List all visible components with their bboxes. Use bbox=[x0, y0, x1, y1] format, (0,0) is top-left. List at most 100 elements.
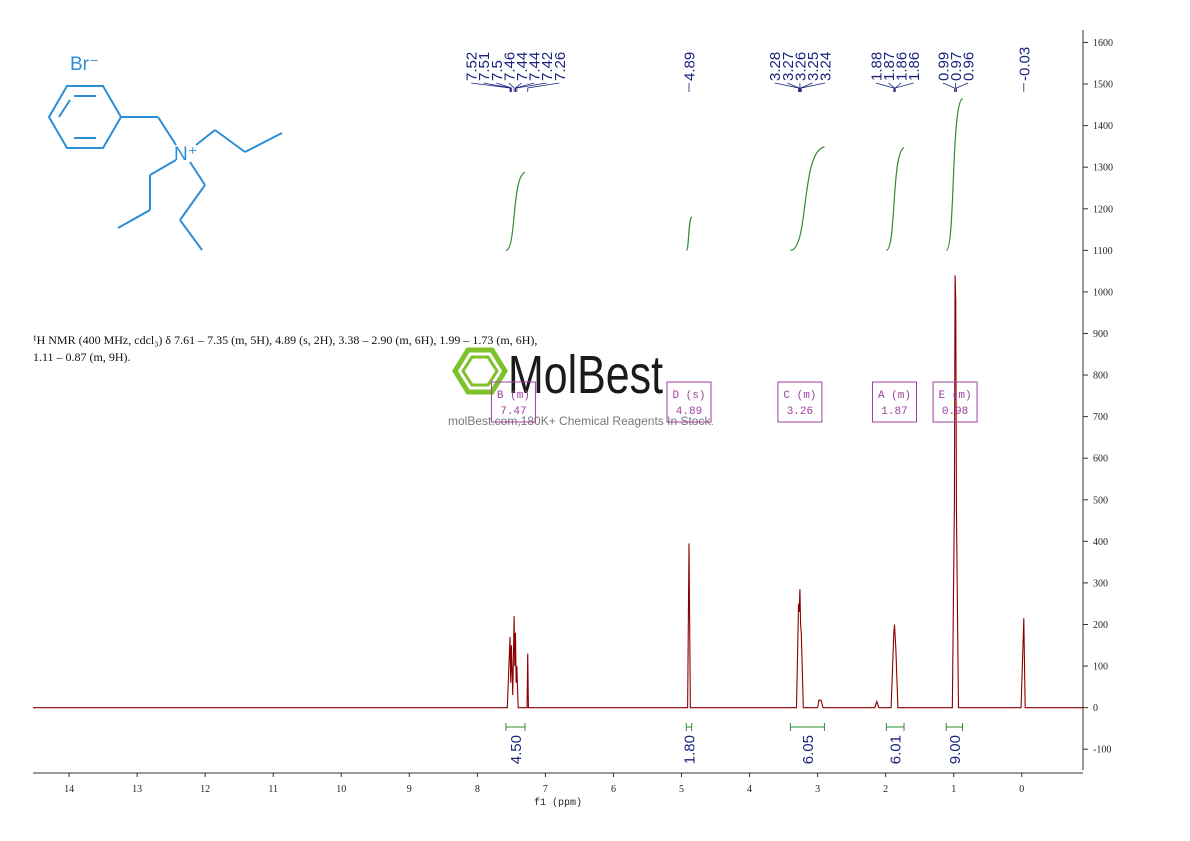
peak-connector bbox=[894, 82, 914, 92]
peak-connector bbox=[787, 82, 800, 92]
integral-label: 9.00 bbox=[947, 735, 964, 764]
bond bbox=[58, 99, 71, 118]
logo-hex-inner bbox=[461, 355, 499, 387]
peak-connector bbox=[942, 82, 955, 92]
spectrum-line bbox=[33, 275, 1083, 709]
x-tick-label: 2 bbox=[883, 784, 888, 795]
y-tick-label: 900 bbox=[1093, 329, 1108, 340]
peak-label: 7.42 bbox=[539, 52, 556, 81]
bond bbox=[189, 161, 206, 186]
y-tick-label: 1100 bbox=[1093, 246, 1113, 257]
integral-curve bbox=[885, 147, 905, 251]
x-tick-label: 12 bbox=[200, 784, 210, 795]
x-tick-label: 4 bbox=[747, 784, 752, 795]
x-tick-label: 11 bbox=[268, 784, 278, 795]
multiplet-box bbox=[777, 381, 823, 423]
peak-label: 7.46 bbox=[501, 52, 518, 81]
integral-label: 6.01 bbox=[888, 735, 905, 764]
integral-label: 6.05 bbox=[800, 735, 817, 764]
multiplet-shift: 1.87 bbox=[881, 406, 907, 418]
peak-connector bbox=[888, 82, 895, 92]
peak-label: 3.26 bbox=[792, 52, 809, 81]
y-tick-label: 400 bbox=[1093, 537, 1108, 548]
benzene-ring bbox=[47, 85, 123, 149]
peak-connector bbox=[956, 82, 969, 92]
y-tick-label: 1400 bbox=[1093, 121, 1113, 132]
multiplet-label: A (m) bbox=[878, 390, 911, 402]
peak-label: 7.51 bbox=[476, 52, 493, 81]
y-tick-label: 1600 bbox=[1093, 38, 1113, 49]
multiplet-shift: 0.98 bbox=[942, 406, 968, 418]
structure bbox=[47, 85, 283, 251]
peak-label: 7.26 bbox=[552, 52, 569, 81]
y-tick-label: 100 bbox=[1093, 662, 1108, 673]
multiplet-box bbox=[666, 381, 712, 423]
bond bbox=[214, 129, 246, 153]
multiplet-shift: 3.26 bbox=[787, 406, 813, 418]
integral-label: 1.80 bbox=[681, 735, 698, 764]
y-tick-label: 600 bbox=[1093, 454, 1108, 465]
x-tick-label: 3 bbox=[815, 784, 820, 795]
bond bbox=[157, 116, 177, 146]
x-tick-label: 1 bbox=[951, 784, 956, 795]
bond bbox=[179, 219, 203, 251]
peak-label: 1.88 bbox=[868, 52, 885, 81]
description: ¹H NMR (400 MHz, cdcl₃) δ 7.61 – 7.35 (m… bbox=[33, 333, 537, 347]
bond bbox=[149, 159, 177, 176]
peak-label: 1.87 bbox=[881, 52, 898, 81]
x-tick-label: 8 bbox=[475, 784, 480, 795]
peak-label: 0.97 bbox=[948, 52, 965, 81]
peak-label: 3.28 bbox=[767, 52, 784, 81]
multiplet-label: E (m) bbox=[939, 390, 972, 402]
peak-label: 7.44 bbox=[514, 52, 531, 81]
peak-label: 0.96 bbox=[961, 52, 978, 81]
peak-connector bbox=[496, 82, 512, 92]
bond bbox=[244, 132, 283, 153]
multiplet-box bbox=[932, 381, 978, 423]
watermark-brand: MolBest bbox=[508, 345, 663, 405]
integral-curve bbox=[945, 97, 964, 251]
peak-label: 1.86 bbox=[906, 52, 923, 81]
peak-label: 3.27 bbox=[780, 52, 797, 81]
multiplet-label: B (m) bbox=[497, 390, 530, 402]
integral-curve bbox=[790, 146, 825, 251]
cation-label: N⁺ bbox=[174, 144, 198, 165]
description: 1.11 – 0.87 (m, 9H). bbox=[33, 350, 131, 364]
y-tick-label: 1500 bbox=[1093, 80, 1113, 91]
y-tick-label: 1000 bbox=[1093, 287, 1113, 298]
bond bbox=[179, 184, 206, 221]
peak-label: 1.86 bbox=[893, 52, 910, 81]
y-tick-label: 0 bbox=[1093, 703, 1098, 714]
x-axis-title: f1 (ppm) bbox=[534, 797, 582, 809]
multiplet-shift: 7.47 bbox=[500, 406, 526, 418]
peak-connector bbox=[800, 82, 826, 92]
x-tick-label: 7 bbox=[543, 784, 548, 795]
multiplet-label: D (s) bbox=[672, 390, 705, 402]
bond bbox=[195, 129, 216, 146]
peak-label: 3.24 bbox=[818, 52, 835, 81]
multiplet-shift: 4.89 bbox=[676, 406, 702, 418]
integral-curve bbox=[685, 216, 693, 251]
y-tick-label: 800 bbox=[1093, 371, 1108, 382]
anion-label: Br⁻ bbox=[70, 54, 99, 75]
x-tick-label: 6 bbox=[611, 784, 616, 795]
peak-label: 7.52 bbox=[464, 52, 481, 81]
x-tick-label: 14 bbox=[64, 784, 74, 795]
peak-label: -0.03 bbox=[1016, 47, 1033, 81]
peak-connector bbox=[527, 82, 560, 92]
integral-curve bbox=[505, 171, 526, 251]
y-tick-label: 500 bbox=[1093, 495, 1108, 506]
y-tick-label: 200 bbox=[1093, 620, 1108, 631]
peak-connector bbox=[800, 82, 813, 92]
bond bbox=[117, 209, 151, 229]
multiplet-label: C (m) bbox=[783, 390, 816, 402]
y-tick-label: 1200 bbox=[1093, 204, 1113, 215]
peak-label: 0.99 bbox=[935, 52, 952, 81]
x-tick-label: 0 bbox=[1019, 784, 1024, 795]
x-tick-label: 13 bbox=[132, 784, 142, 795]
y-tick-label: 300 bbox=[1093, 578, 1108, 589]
peak-label: 4.89 bbox=[681, 52, 698, 81]
